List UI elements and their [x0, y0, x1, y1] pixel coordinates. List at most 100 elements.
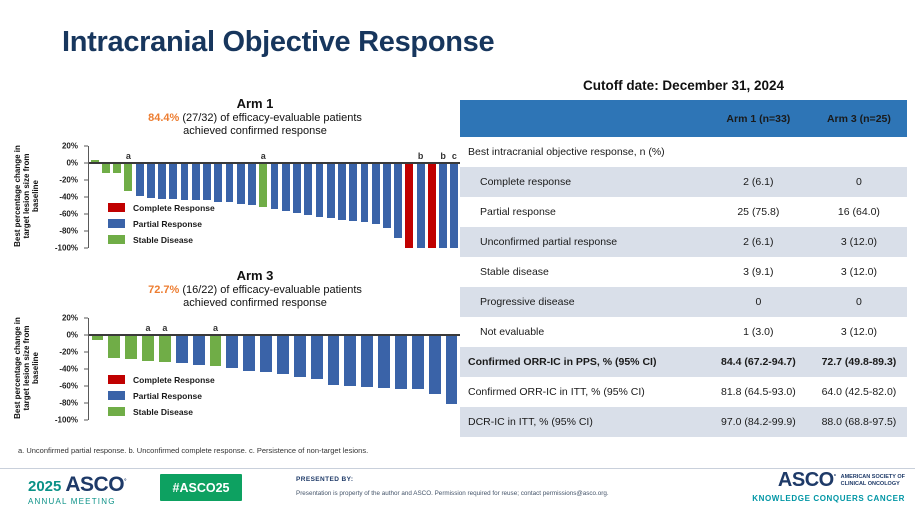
waterfall-bar — [349, 162, 358, 221]
table-row: Progressive disease 0 0 — [460, 287, 907, 317]
tick-mark — [84, 317, 88, 319]
arm3-value: 88.0 (68.8-97.5) — [821, 416, 897, 428]
table-row: Best intracranial objective response, n … — [460, 137, 907, 167]
society-name: AMERICAN SOCIETY OF CLINICAL ONCOLOGY — [840, 473, 905, 487]
y-axis-label: Best percentage change in target lesion … — [13, 145, 41, 247]
waterfall-bar — [101, 162, 110, 174]
waterfall-bar — [158, 334, 171, 363]
arm1-value — [706, 137, 811, 167]
arm3-value: 72.7 (49.8-89.3) — [821, 356, 897, 368]
zero-baseline — [89, 161, 460, 164]
bar-annotation: c — [451, 150, 457, 161]
header-arm3: Arm 3 (n=25) — [826, 112, 891, 125]
table-row: Confirmed ORR-IC in ITT, % (95% CI) 81.8 … — [460, 377, 907, 407]
legend-item: Complete Response — [108, 200, 215, 215]
waterfall-bar — [142, 334, 154, 362]
arm1-value: 3 (9.1) — [743, 266, 774, 278]
waterfall-bar — [180, 162, 189, 200]
waterfall-bar — [214, 162, 223, 203]
row-label: Partial response — [480, 206, 556, 218]
chart-subtitle-line2: achieved confirmed response — [183, 125, 327, 137]
legend-label: Complete Response — [133, 202, 215, 213]
table-row: Confirmed ORR-IC in PPS, % (95% CI) 84.4 … — [460, 347, 907, 377]
footer-divider — [0, 468, 915, 469]
waterfall-bar — [293, 162, 301, 214]
tick-label: 0% — [66, 158, 78, 168]
tick-label: 0% — [66, 330, 78, 340]
legend-label: Stable Disease — [133, 406, 194, 417]
waterfall-bar — [378, 334, 390, 388]
tick-label: -60% — [59, 209, 78, 219]
row-label: Progressive disease — [480, 296, 575, 308]
table-row: Stable disease 3 (9.1) 3 (12.0) — [460, 257, 907, 287]
waterfall-bar — [248, 162, 256, 206]
waterfall-bar — [226, 334, 239, 369]
tick-label: -40% — [59, 192, 78, 202]
legend-item: Partial Response — [108, 388, 215, 403]
waterfall-bar — [304, 162, 313, 215]
arm1-value: 25 (75.8) — [737, 206, 780, 218]
subtitle-text: (16/22) of efficacy-evaluable patients — [182, 284, 362, 296]
waterfall-bar — [91, 334, 104, 341]
waterfall-bar — [191, 162, 200, 200]
arm3-value: 3 (12.0) — [840, 266, 878, 278]
row-label: Best intracranial objective response, n … — [468, 146, 665, 158]
legend-item: Stable Disease — [108, 232, 215, 247]
row-label: Unconfirmed partial response — [480, 236, 618, 248]
legend-item: Complete Response — [108, 372, 215, 387]
legend-swatch — [108, 235, 125, 244]
waterfall-bar — [416, 162, 425, 248]
row-label: Confirmed ORR-IC in ITT, % (95% CI) — [468, 386, 645, 398]
results-table-body: Best intracranial objective response, n … — [460, 137, 907, 437]
arm1-value: 0 — [755, 296, 762, 308]
header-empty — [460, 100, 706, 137]
bar-annotation: b — [417, 150, 424, 161]
asco-society-logo: ASCO° AMERICAN SOCIETY OF CLINICAL ONCOL… — [675, 469, 905, 503]
waterfall-bar — [175, 334, 188, 364]
bar-annotation: a — [260, 150, 266, 161]
arm3-value: 16 (64.0) — [837, 206, 880, 218]
page-title: Intracranial Objective Response — [62, 26, 495, 58]
waterfall-bar — [277, 334, 289, 375]
waterfall-bar — [395, 334, 407, 389]
tick-mark — [84, 145, 88, 147]
row-label: Confirmed ORR-IC in PPS, % (95% CI) — [468, 356, 657, 368]
response-rate-highlight: 84.4% — [148, 112, 180, 124]
waterfall-bar — [209, 334, 222, 367]
tick-mark — [84, 334, 88, 336]
legend-label: Stable Disease — [133, 234, 194, 245]
tick-mark — [84, 402, 88, 404]
arm1-value: 97.0 (84.2-99.9) — [721, 416, 796, 428]
tick-label: -100% — [54, 415, 78, 425]
waterfall-bar — [293, 334, 306, 377]
arm1-value: 84.4 (67.2-94.7) — [721, 356, 796, 368]
waterfall-bar — [169, 162, 178, 199]
chart-subtitle: 72.7% (16/22) of efficacy-evaluable pati… — [50, 284, 460, 296]
waterfall-bar — [315, 162, 324, 217]
waterfall-bar — [135, 162, 144, 197]
disclaimer-text: Presentation is property of the author a… — [296, 490, 609, 497]
legend-swatch — [108, 375, 125, 384]
waterfall-bar — [382, 162, 391, 228]
legend-label: Partial Response — [133, 390, 202, 401]
logo-asco-text: ASCO° — [65, 473, 126, 496]
table-header-row: Arm 1 (n=33) Arm 3 (n=25) — [460, 100, 907, 137]
waterfall-bar — [90, 159, 99, 163]
tick-label: -80% — [59, 226, 78, 236]
bar-annotation: a — [162, 322, 168, 333]
arm3-value: 64.0 (42.5-82.0) — [821, 386, 897, 398]
tick-mark — [84, 162, 88, 164]
waterfall-bar — [405, 162, 414, 248]
tick-label: -40% — [59, 364, 78, 374]
bar-annotation: b — [440, 150, 446, 161]
row-label: Not evaluable — [480, 326, 545, 338]
waterfall-bar — [427, 162, 436, 248]
legend-label: Partial Response — [133, 218, 202, 229]
tick-mark — [84, 385, 88, 387]
tick-mark — [84, 247, 88, 249]
legend-swatch — [108, 219, 125, 228]
row-label: Complete response — [480, 176, 572, 188]
waterfall-bar — [361, 334, 374, 387]
presented-by-block: PRESENTED BY: Presentation is property o… — [296, 476, 609, 497]
waterfall-bar — [225, 162, 234, 203]
